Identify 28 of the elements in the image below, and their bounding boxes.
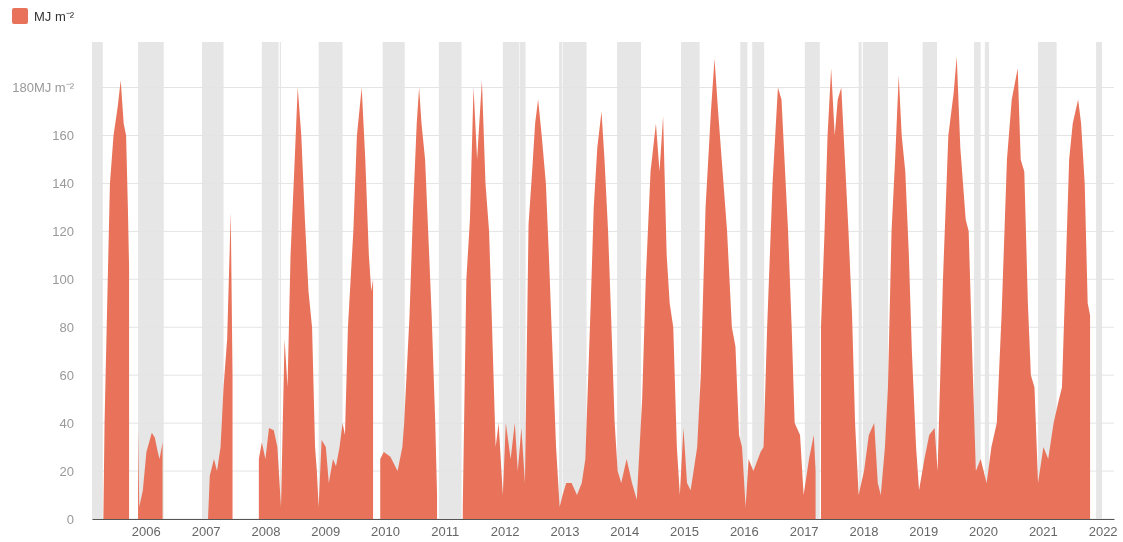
x-tick-label: 2008 (251, 524, 281, 540)
y-tick-label: 160 (52, 128, 74, 144)
x-tick-label: 2007 (191, 524, 221, 540)
y-tick-label: 60 (59, 367, 74, 383)
y-tick-label: 20 (59, 463, 74, 479)
y-tick-label: 120 (52, 224, 74, 240)
x-tick-label: 2018 (849, 524, 879, 540)
x-tick-label: 2013 (550, 524, 580, 540)
x-tick-label: 2011 (431, 524, 460, 540)
x-tick-label: 2022 (1088, 524, 1118, 540)
x-tick-label: 2016 (729, 524, 759, 540)
legend-label: MJ m⁻² (34, 9, 75, 24)
y-tick-label: 100 (52, 271, 74, 287)
x-tick-label: 2020 (969, 524, 998, 540)
x-tick-label: 2010 (371, 524, 400, 540)
y-tick-label: 80 (59, 319, 74, 335)
x-tick-label: 2019 (909, 524, 939, 540)
x-tick-label: 2012 (490, 524, 520, 540)
y-tick-label: 0 (66, 511, 74, 527)
x-tick-label: 2015 (670, 524, 699, 540)
x-tick-label: 2014 (610, 524, 640, 540)
x-tick-label: 2009 (311, 524, 341, 540)
x-tick-label: 2021 (1028, 524, 1058, 540)
y-tick-label: 40 (59, 415, 74, 431)
y-tick-label: 180MJ m⁻² (12, 80, 75, 96)
y-tick-label: 140 (52, 176, 74, 192)
x-tick-label: 2017 (789, 524, 819, 540)
x-tick-label: 2006 (131, 524, 161, 540)
